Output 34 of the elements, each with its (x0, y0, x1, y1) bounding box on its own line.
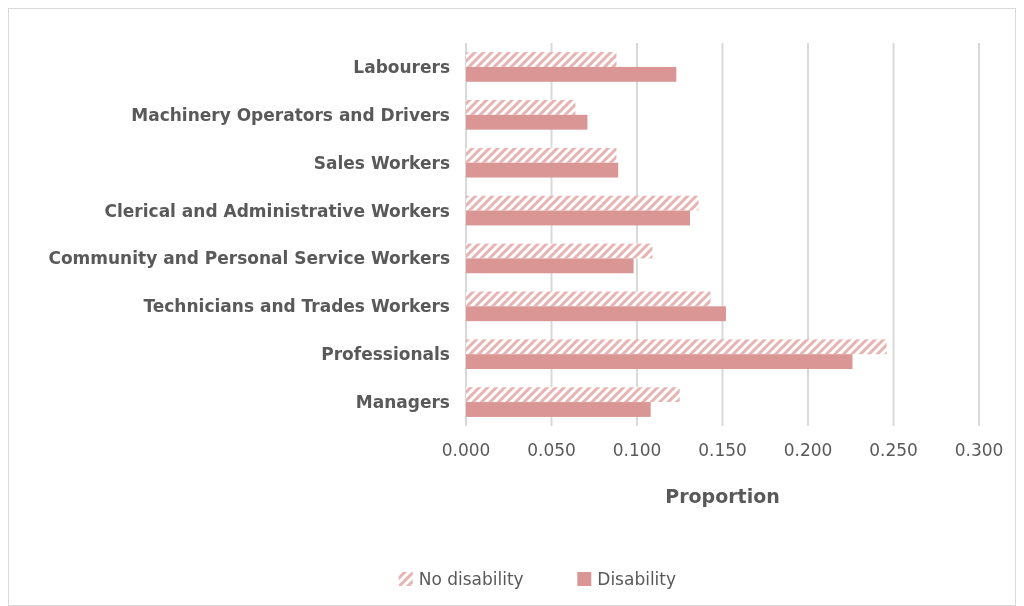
bar (466, 291, 711, 307)
y-tick-label: Machinery Operators and Drivers (131, 104, 450, 125)
bar (466, 114, 588, 130)
x-tick-label: 0.200 (783, 440, 833, 460)
bar (466, 99, 576, 115)
bar (466, 339, 887, 355)
bar (466, 243, 653, 259)
bar (466, 402, 651, 417)
bar (466, 387, 680, 403)
y-tick-label: Community and Personal Service Workers (48, 248, 450, 269)
bar (466, 162, 619, 178)
bar (466, 306, 726, 322)
y-tick-label: Labourers (353, 56, 450, 77)
x-tick-label: 0.300 (954, 440, 1004, 460)
bar (466, 52, 617, 67)
y-tick-label: Clerical and Administrative Workers (104, 200, 450, 221)
y-tick-label: Professionals (321, 344, 450, 365)
x-tick-label: 0.100 (612, 440, 662, 460)
bar (466, 258, 634, 274)
y-tick-label: Sales Workers (313, 152, 450, 173)
x-axis-title: Proportion (665, 485, 780, 507)
x-tick-label: 0.000 (441, 440, 491, 460)
legend-label: Disability (597, 568, 677, 589)
bar (466, 210, 691, 226)
legend-label: No disability (418, 568, 524, 589)
bar (466, 354, 853, 370)
x-tick-label: 0.150 (698, 440, 747, 460)
x-tick-label: 0.050 (527, 440, 576, 460)
bar (466, 195, 699, 211)
x-tick-label: 0.250 (869, 440, 918, 460)
bar (466, 147, 617, 163)
y-tick-label: Managers (355, 392, 450, 413)
y-tick-label: Technicians and Trades Workers (143, 296, 450, 317)
bar (466, 66, 677, 82)
